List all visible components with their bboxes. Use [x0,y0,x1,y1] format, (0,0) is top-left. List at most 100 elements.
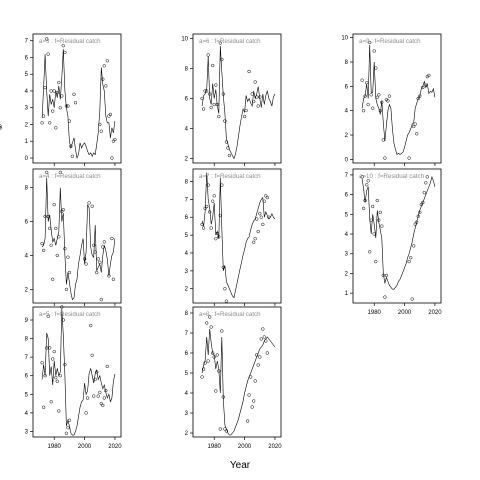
panel-title: a=7 : f=Residual catch [199,173,261,180]
panel-frame [32,168,122,304]
panel-title: a=10 : f=Residual catch [359,173,425,180]
data-point [55,253,59,258]
data-point [255,353,259,357]
data-point [224,299,229,303]
y-tick-label: 6 [25,55,29,61]
y-tick-label: 4 [25,89,29,95]
y-tick-label: 5 [185,371,189,377]
data-point [66,426,70,430]
data-point [265,195,269,200]
data-point [98,122,102,127]
data-point [264,194,268,198]
data-point [209,226,213,230]
data-point [73,101,78,105]
x-tick-label: 1980 [208,444,222,450]
series-line [201,328,276,436]
panel-title: a=5 : f=Residual catch [39,311,101,318]
data-point [214,389,218,393]
data-point [49,89,53,93]
data-point [412,124,416,129]
y-tick-label: 2 [345,133,349,139]
series-line [361,175,436,290]
data-point [60,209,64,214]
panel-7: 3 4 5 6 7 8 9 1980 2000 2020 a=5 : f=Residual catc… [25,305,122,450]
data-point [378,109,382,113]
data-point [224,429,229,433]
data-point [372,49,376,53]
data-point [110,156,114,160]
y-tick-label: 5 [345,212,349,218]
data-point [361,206,366,211]
data-point [40,241,44,246]
data-point [87,201,91,205]
data-point [366,179,370,183]
data-point [413,122,417,126]
data-point [407,156,411,160]
data-point [267,215,271,219]
data-point [250,405,254,409]
data-point [363,198,367,203]
data-point [43,214,47,219]
data-point [61,208,65,212]
data-point [57,409,61,413]
data-point [386,99,390,103]
data-point [371,106,375,110]
data-point [264,339,268,343]
data-point [242,114,247,119]
data-point [52,202,56,207]
data-point [208,210,212,214]
data-point [212,355,216,359]
data-point [366,102,370,107]
y-tick-label: 7 [185,331,189,337]
data-point [410,297,414,301]
panel-6: 1 2 3 4 5 6 7 1980 2000 2020 a=10 : f=Residual cat… [345,168,442,316]
data-point [51,277,55,281]
data-point [258,212,262,216]
data-point [206,359,210,363]
data-point [51,109,55,113]
panel-1: 0 1 2 3 4 5 6 7 a=3 : f=Residual catch [0,33,122,166]
data-point [45,37,49,41]
data-point [261,327,265,331]
panel-frame [192,168,282,304]
data-point [258,355,262,359]
y-tick-label: 6 [185,351,189,357]
data-point [52,89,56,93]
data-point [360,175,364,179]
data-point [52,349,56,354]
data-point [110,236,114,241]
data-point [360,78,364,82]
data-point [245,419,250,423]
data-point [63,50,67,55]
data-point [55,379,59,383]
data-point [0,126,2,130]
data-point [220,183,224,187]
panel-4: 2 4 6 8 a=4 : f=Residual catch [25,168,122,306]
panel-title: a=9 : f=Residual catch [359,38,421,45]
data-point [105,364,109,369]
data-point [259,215,263,219]
y-tick-label: 4 [345,232,349,238]
data-point [217,235,221,239]
data-point [84,262,88,266]
data-point [223,427,227,431]
data-point [226,146,230,150]
data-point [200,222,204,227]
data-point [415,132,419,136]
y-tick-label: 4 [185,391,189,397]
panel-5: 2 3 4 5 6 7 8 a=7 : f=Residual catch [185,168,282,306]
y-tick-label: 1 [25,139,29,145]
y-tick-label: 6 [345,84,349,90]
y-tick-label: 10 [341,36,348,42]
data-point [255,95,259,99]
data-point [415,220,419,224]
data-point [214,83,218,87]
data-point [424,83,428,87]
y-tick-label: 6 [25,374,29,380]
data-point [424,181,428,185]
data-point [255,217,259,221]
data-point [249,375,253,379]
y-tick-label: 3 [25,106,29,112]
data-point [102,64,106,68]
data-point [105,59,109,63]
